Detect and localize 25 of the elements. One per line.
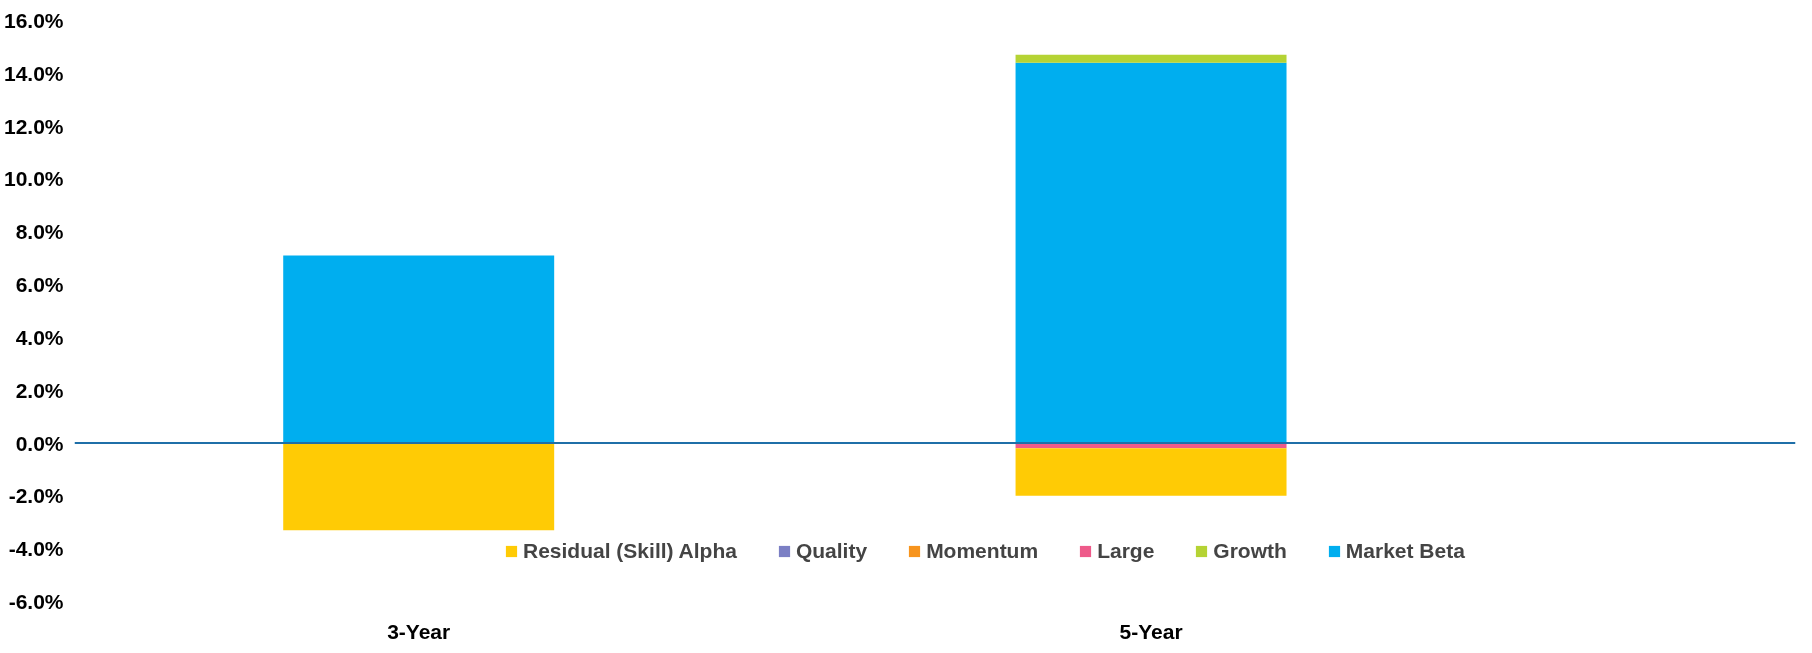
y-tick-label: 14.0% [3, 61, 64, 85]
y-tick-label: -6.0% [8, 590, 64, 613]
bar [283, 255, 555, 444]
x-tick-label: 5-Year [1119, 619, 1183, 643]
bar [1015, 54, 1287, 63]
bar [1015, 448, 1287, 496]
legend-label: Residual (Skill) Alpha [523, 539, 737, 563]
y-tick-label: 10.0% [3, 167, 64, 191]
y-tick-label: -4.0% [8, 537, 64, 561]
legend-label: Growth [1213, 539, 1287, 563]
y-tick-label: 4.0% [15, 325, 64, 349]
y-tick-label: 0.0% [15, 431, 64, 455]
y-tick-label: 16.0% [3, 9, 64, 32]
y-tick-label: -2.0% [8, 484, 64, 508]
y-tick-label: 2.0% [15, 378, 64, 402]
x-tick-label: 3-Year [387, 619, 451, 643]
legend-label: Large [1097, 539, 1155, 563]
y-tick-label: 12.0% [3, 114, 64, 138]
legend-label: Market Beta [1345, 539, 1465, 563]
y-tick-label: 6.0% [15, 273, 64, 297]
bar [1015, 62, 1287, 444]
legend-label: Momentum [926, 539, 1039, 563]
bar [283, 443, 555, 531]
legend-label: Quality [795, 539, 868, 563]
y-tick-label: 8.0% [15, 220, 64, 244]
